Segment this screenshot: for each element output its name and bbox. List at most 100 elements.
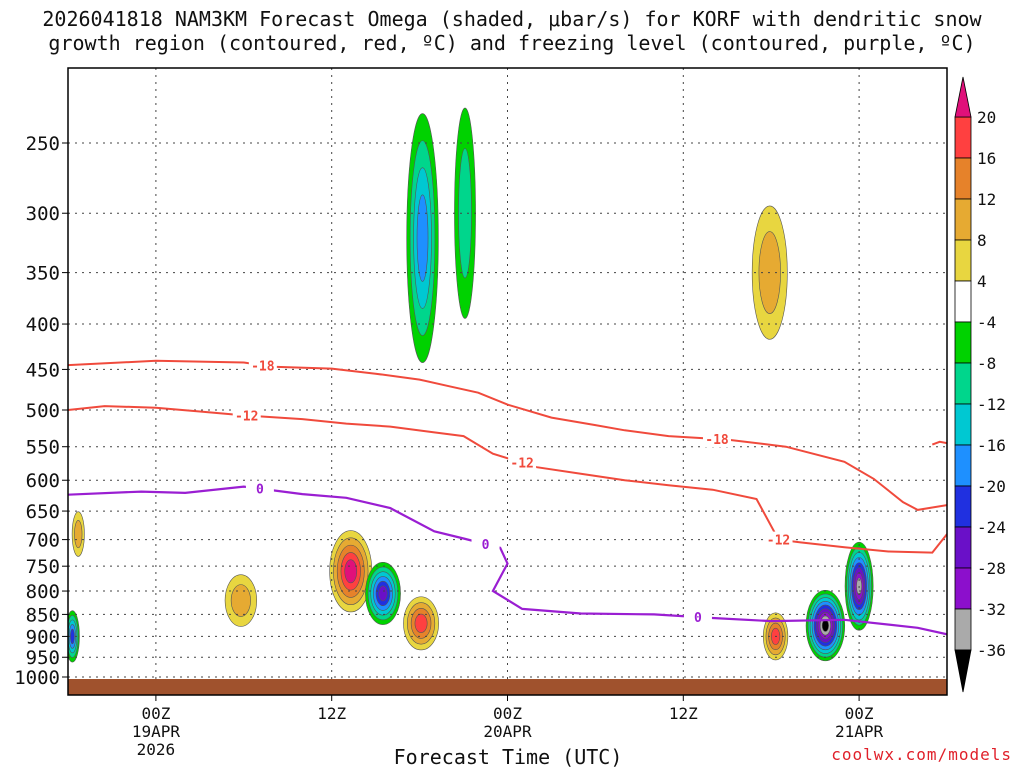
x-tick-label: 00Z <box>493 704 522 723</box>
title-line-2: growth region (contoured, red, ºC) and f… <box>48 31 975 55</box>
terrain-band <box>68 679 947 695</box>
dgz-contour-line <box>68 359 947 511</box>
omega-feature-5 <box>403 596 439 651</box>
credit-text: coolwx.com/models <box>831 745 1012 764</box>
colorbar-box <box>954 362 972 405</box>
y-tick-label: 700 <box>26 530 60 552</box>
y-tick-label: 300 <box>26 203 60 225</box>
omega-feature-0 <box>71 511 85 557</box>
omega-shade-level <box>821 619 829 632</box>
colorbar-box <box>954 280 972 323</box>
omega-feature-9 <box>805 589 846 662</box>
y-tick-label: 250 <box>26 133 60 155</box>
colorbar-box <box>954 321 972 364</box>
colorbar-box <box>954 526 972 569</box>
y-tick-label: 450 <box>26 359 60 381</box>
x-tick-date: 21APR <box>835 722 884 741</box>
dgz-contour-label-bg <box>764 531 793 548</box>
omega-shade-level <box>74 520 83 549</box>
colorbar-label: -24 <box>977 518 1006 537</box>
dgz-contour-label: -12 <box>767 534 790 549</box>
freezing-level-label-bg <box>471 536 500 553</box>
dgz-contour-line <box>68 405 947 554</box>
x-axis-label: Forecast Time (UTC) <box>394 745 623 768</box>
x-tick-date: 19APR <box>132 722 181 741</box>
title-line-1: 2026041818 NAM3KM Forecast Omega (shaded… <box>42 7 982 31</box>
colorbar-label: -20 <box>977 477 1006 496</box>
freezing-level-label-bg <box>683 609 712 626</box>
omega-shade-level <box>378 585 388 602</box>
dgz-contour-label-bg <box>248 357 277 374</box>
omega-feature-3 <box>329 530 373 613</box>
dgz-contour-label-bg <box>508 454 537 471</box>
colorbar-box <box>954 608 972 651</box>
freezing-level-label: 0 <box>256 483 264 498</box>
y-tick-label: 550 <box>26 437 60 459</box>
colorbar-min-arrow <box>954 649 972 693</box>
colorbar-box <box>954 116 972 159</box>
colorbar-label: -4 <box>977 313 996 332</box>
colorbar-label: -12 <box>977 395 1006 414</box>
x-tick-label: 00Z <box>141 704 170 723</box>
terrain-band-fill <box>68 679 947 695</box>
colorbar-label: -36 <box>977 641 1006 660</box>
chart-title: 2026041818 NAM3KM Forecast Omega (shaded… <box>42 7 982 55</box>
temperature-contours: -18 -18 -12 -12 -12 0 0 0 <box>68 357 947 636</box>
y-tick-label: 900 <box>26 626 60 648</box>
y-tick-label: 650 <box>26 501 60 523</box>
omega-feature-6 <box>406 113 439 363</box>
colorbar-label: -32 <box>977 600 1006 619</box>
colorbar-label: 4 <box>977 272 987 291</box>
colorbar-box <box>954 444 972 487</box>
y-tick-label: 600 <box>26 470 60 492</box>
colorbar-label: -8 <box>977 354 996 373</box>
dgz-contour-label-bg <box>232 407 261 424</box>
y-tick-label: 500 <box>26 400 60 422</box>
omega-shading <box>68 107 874 663</box>
y-tick-label: 350 <box>26 263 60 285</box>
y-axis: 2503003504004505005506006507007508008509… <box>14 133 68 689</box>
colorbar-label: -28 <box>977 559 1006 578</box>
y-tick-label: 1000 <box>14 667 60 689</box>
colorbar-box <box>954 239 972 282</box>
omega-shade-level <box>344 559 358 584</box>
freezing-level-label: 0 <box>482 538 490 553</box>
dgz-contour--18: -18 -18 <box>68 357 947 511</box>
y-tick-label: 850 <box>26 604 60 626</box>
omega-shade-level <box>458 148 472 279</box>
dgz-contour--12: -12 -12 -12 <box>68 405 947 554</box>
colorbar-label: 16 <box>977 149 996 168</box>
omega-feature-1 <box>68 610 80 663</box>
omega-feature-7 <box>454 107 476 319</box>
omega-shade-level <box>416 194 429 282</box>
freezing-level-label-bg <box>245 480 274 497</box>
omega-shade-level <box>230 584 251 617</box>
dgz-contour-label-bg <box>702 431 731 448</box>
colorbar-box <box>954 157 972 200</box>
x-tick-label: 12Z <box>669 704 698 723</box>
colorbar-box <box>954 403 972 446</box>
colorbar-label: -16 <box>977 436 1006 455</box>
y-tick-label: 400 <box>26 314 60 336</box>
dgz-contour-label: -12 <box>235 410 258 425</box>
x-tick-date: 20APR <box>483 722 532 741</box>
dgz-contour-label: -12 <box>510 457 533 472</box>
x-tick-label: 00Z <box>845 704 874 723</box>
colorbar-box <box>954 485 972 528</box>
omega-feature-2 <box>224 574 257 627</box>
omega-feature-4 <box>365 561 401 625</box>
colorbar-label: 12 <box>977 190 996 209</box>
y-tick-label: 750 <box>26 556 60 578</box>
colorbar-box <box>954 567 972 610</box>
colorbar: 20 16 12 8 4 -4 -8 -12 -16 -20 -24 -28 -32 -36 <box>954 76 1006 693</box>
x-tick-label: 12Z <box>317 704 346 723</box>
colorbar-label: 20 <box>977 108 996 127</box>
freezing-level-label: 0 <box>694 611 702 626</box>
omega-shade-level <box>414 613 428 633</box>
colorbar-label: 8 <box>977 231 987 250</box>
x-tick-year: 2026 <box>137 740 176 759</box>
dgz-contour-segment <box>931 440 947 446</box>
y-tick-label: 950 <box>26 647 60 669</box>
